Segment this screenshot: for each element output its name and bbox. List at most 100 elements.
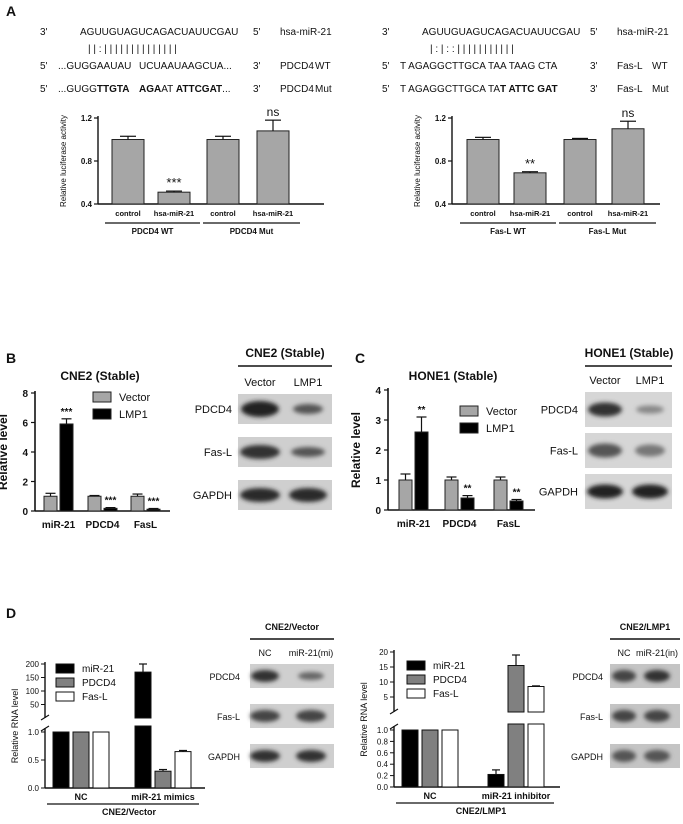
bar <box>52 731 70 789</box>
legend-label: Fas-L <box>433 689 459 700</box>
bar <box>256 130 290 205</box>
protein-band <box>296 710 326 722</box>
y-tick-label: 6 <box>22 419 28 430</box>
category-label: FasL <box>134 520 157 531</box>
category-label: FasL <box>497 519 520 530</box>
wt-tag: WT <box>652 61 668 72</box>
y-tick-label: 0.5 <box>28 756 40 765</box>
group-label: CNE2/Vector <box>102 807 157 817</box>
protein-band <box>636 405 664 414</box>
seq-prime: 5' <box>40 84 48 95</box>
y-axis-label: Relative luciferase activity <box>413 115 422 207</box>
category-label: hsa-miR-21 <box>253 209 293 218</box>
category-label: hsa-miR-21 <box>154 209 194 218</box>
category-label: miR-21 mimics <box>131 792 195 802</box>
mirna-name: hsa-miR-21 <box>280 27 332 38</box>
category-label: miR-21 <box>397 519 431 530</box>
bar <box>527 723 545 788</box>
legend-swatch <box>55 663 75 674</box>
wt-sequence: ...GUGGAAUAU <box>58 61 131 72</box>
wt-tag: WT <box>315 61 331 72</box>
lane-label: NC <box>259 648 272 658</box>
blot-row-label: Fas-L <box>580 712 603 722</box>
bar <box>493 479 508 511</box>
protein-band <box>241 401 279 417</box>
y-tick-label: 0.0 <box>377 783 389 792</box>
blot-row-label: GAPDH <box>539 487 578 499</box>
y-tick-label: 1.2 <box>435 114 447 123</box>
bar <box>157 191 191 205</box>
protein-band <box>250 750 280 762</box>
bar <box>154 770 172 789</box>
bar <box>527 686 545 713</box>
y-tick-label: 15 <box>379 663 388 672</box>
group-label: Fas-L WT <box>490 227 526 236</box>
seq-prime: 5' <box>253 27 261 38</box>
y-tick-label: 0.4 <box>435 200 447 209</box>
legend-label: Vector <box>119 392 151 404</box>
blot-title: CNE2 (Stable) <box>245 346 324 360</box>
protein-band <box>240 488 280 502</box>
y-tick-label: 1.2 <box>81 114 93 123</box>
legend-label: miR-21 <box>82 664 115 675</box>
category-label: control <box>115 209 140 218</box>
protein-band <box>296 750 326 762</box>
bar <box>611 128 645 205</box>
legend-swatch <box>92 391 112 403</box>
bar <box>72 731 90 789</box>
category-label: NC <box>75 792 88 802</box>
y-tick-label: 1 <box>375 476 381 487</box>
seq-prime: 3' <box>382 27 390 38</box>
blot-title: HONE1 (Stable) <box>585 346 674 360</box>
y-axis-label: Relative RNA level <box>359 682 369 757</box>
y-tick-label: 4 <box>375 386 381 397</box>
bar <box>59 423 74 512</box>
significance-mark: *** <box>148 496 160 507</box>
bar <box>414 431 429 511</box>
y-tick-label: 150 <box>26 674 40 683</box>
y-tick-label: 1.0 <box>377 726 389 735</box>
lane-label: LMP1 <box>294 377 323 389</box>
bar <box>466 139 500 205</box>
protein-band <box>588 402 622 417</box>
significance-mark: *** <box>166 175 181 190</box>
lane-label: NC <box>618 648 631 658</box>
protein-band <box>612 750 636 762</box>
legend-label: LMP1 <box>486 423 515 435</box>
blot-title: CNE2/LMP1 <box>620 622 671 632</box>
category-label: miR-21 <box>42 520 76 531</box>
axis-break <box>40 714 50 721</box>
base-pairing: | : | : : | | | | | | | | | | | <box>430 44 514 55</box>
seq-prime: 3' <box>40 27 48 38</box>
group-label: CNE2/LMP1 <box>456 806 507 816</box>
protein-band <box>588 443 622 458</box>
bar <box>444 479 459 511</box>
bar <box>103 507 118 512</box>
chart-title: CNE2 (Stable) <box>60 369 139 383</box>
significance-mark: ** <box>525 156 535 171</box>
protein-band <box>635 444 665 457</box>
legend-label: miR-21 <box>433 661 466 672</box>
blot-row-label: GAPDH <box>571 752 603 762</box>
bar <box>134 671 152 719</box>
wt-sequence-seed: UCUAAUAAGCUA... <box>139 61 232 72</box>
bar <box>401 729 419 788</box>
bar <box>513 172 547 205</box>
significance-mark: ** <box>418 405 426 416</box>
bar <box>87 495 102 512</box>
y-axis-label: Relative level <box>0 414 10 490</box>
bar <box>43 495 58 512</box>
blot-row-label: GAPDH <box>208 752 240 762</box>
y-axis-label: Relative RNA level <box>10 689 20 764</box>
significance-mark: ns <box>622 106 635 120</box>
y-tick-label: 10 <box>379 678 388 687</box>
protein-band <box>632 484 668 499</box>
legend-label: Vector <box>486 406 518 418</box>
y-tick-label: 1.0 <box>28 728 40 737</box>
legend-swatch <box>55 677 75 688</box>
protein-band <box>240 445 280 459</box>
chart-title: HONE1 (Stable) <box>409 369 498 383</box>
protein-band <box>612 670 636 682</box>
y-tick-label: 20 <box>379 648 388 657</box>
